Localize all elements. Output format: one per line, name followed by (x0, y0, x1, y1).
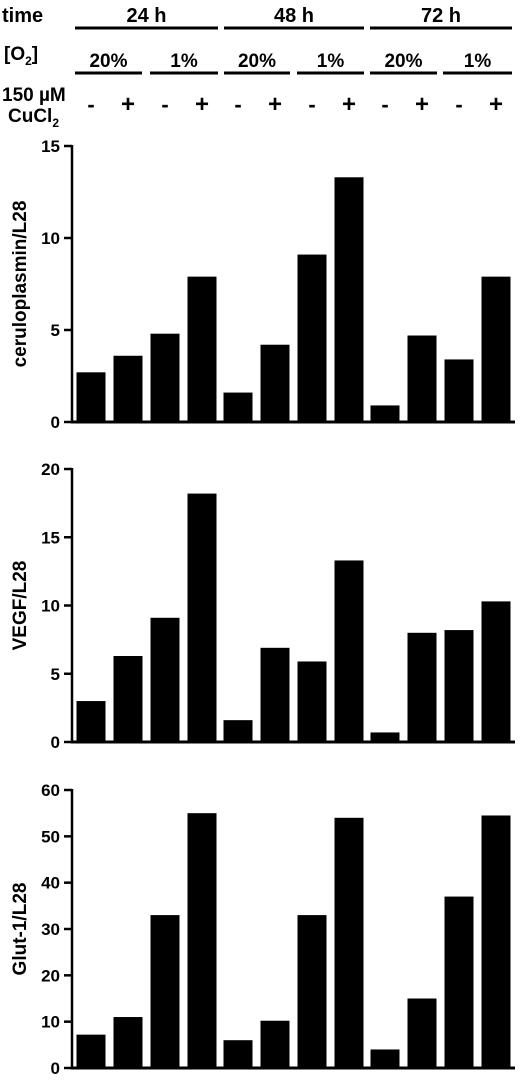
chart-panel: 0 10 20 30 40 50 60 Glut-1/L28 (10, 781, 515, 1078)
bar (260, 344, 290, 422)
y-tick-label: 20 (41, 966, 60, 985)
bar (76, 701, 106, 742)
bar (407, 998, 437, 1068)
o2-level-label: 1% (464, 51, 492, 72)
bar (223, 720, 253, 742)
bar (187, 276, 217, 422)
cucl2-sign: + (195, 91, 209, 118)
o2-level-label: 1% (317, 51, 345, 72)
bar (370, 1049, 400, 1068)
bar (260, 1020, 290, 1068)
cucl2-sign: + (121, 91, 135, 118)
cucl2-row-label-line2: CuCl2 (8, 106, 59, 130)
chart-panel: 0 5 10 15 20 VEGF/L28 (10, 460, 515, 752)
time-label: 72 h (421, 5, 461, 27)
bar (223, 1040, 253, 1068)
o2-level-label: 20% (384, 51, 422, 72)
y-tick-label: 10 (41, 597, 60, 616)
cucl2-sign: + (489, 91, 503, 118)
bar (76, 372, 106, 422)
y-tick-label: 0 (51, 733, 60, 752)
bar (150, 617, 180, 742)
bar (444, 896, 474, 1068)
bar (297, 661, 327, 742)
bar (223, 392, 253, 422)
cucl2-sign: + (268, 91, 282, 118)
bar (297, 254, 327, 422)
y-tick-label: 30 (41, 920, 60, 939)
y-axis-label: Glut-1/L28 (10, 883, 31, 976)
cucl2-sign: - (381, 92, 388, 117)
y-axis-label: VEGF/L28 (10, 561, 31, 651)
o2-level-label: 1% (170, 51, 198, 72)
chart-panel: 0 5 10 15 ceruloplasmin/L28 (10, 137, 515, 432)
bar (481, 815, 511, 1068)
bar (407, 632, 437, 742)
o2-row-label: [O2] (4, 44, 38, 68)
cucl2-sign: + (415, 91, 429, 118)
y-tick-label: 15 (41, 528, 60, 547)
y-tick-label: 5 (51, 665, 60, 684)
time-label: 24 h (126, 5, 166, 27)
bar (187, 493, 217, 742)
bar (297, 915, 327, 1068)
bar (334, 177, 364, 422)
y-tick-label: 10 (41, 1013, 60, 1032)
bar (113, 1017, 143, 1068)
cucl2-sign: - (455, 92, 462, 117)
bar (370, 405, 400, 422)
cucl2-sign: - (308, 92, 315, 117)
bar (334, 817, 364, 1068)
bar (370, 732, 400, 742)
y-tick-label: 40 (41, 874, 60, 893)
y-tick-label: 0 (51, 413, 60, 432)
o2-level-label: 20% (89, 51, 127, 72)
bar (150, 333, 180, 422)
cucl2-row-label-line1: 150 µM (2, 85, 66, 106)
bar (334, 560, 364, 742)
o2-level-label: 20% (238, 51, 276, 72)
cucl2-sign: - (161, 92, 168, 117)
bar (407, 335, 437, 422)
bar (444, 630, 474, 742)
bar (481, 276, 511, 422)
cucl2-sign: - (234, 92, 241, 117)
y-tick-label: 20 (41, 460, 60, 479)
cucl2-sign: - (87, 92, 94, 117)
cucl2-sign: + (342, 91, 356, 118)
bar (187, 813, 217, 1068)
y-tick-label: 0 (51, 1059, 60, 1078)
y-tick-label: 60 (41, 781, 60, 800)
time-label: 48 h (274, 5, 314, 27)
bar (481, 601, 511, 742)
bar (113, 355, 143, 422)
bar (76, 1034, 106, 1068)
bar (444, 359, 474, 422)
time-row-label: time (2, 5, 43, 27)
y-tick-label: 10 (41, 229, 60, 248)
bar (150, 915, 180, 1068)
y-tick-label: 5 (51, 321, 60, 340)
y-axis-label: ceruloplasmin/L28 (10, 201, 31, 368)
condition-header: time [O2] 150 µM CuCl2 24 h 48 h 72 h 20% 1%… (2, 5, 512, 130)
bar (113, 656, 143, 742)
bar (260, 647, 290, 742)
y-tick-label: 50 (41, 827, 60, 846)
y-tick-label: 15 (41, 137, 60, 156)
